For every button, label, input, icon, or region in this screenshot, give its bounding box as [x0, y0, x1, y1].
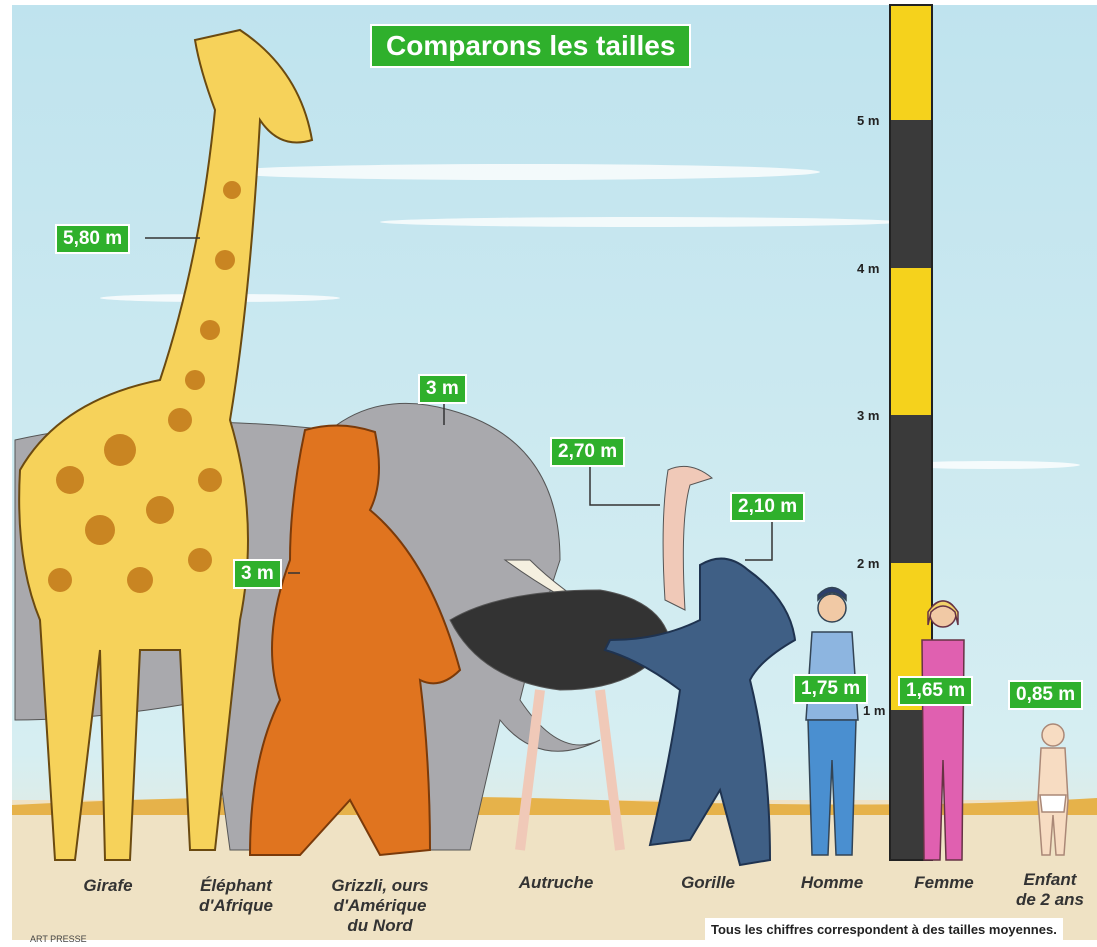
- name-line: de 2 ans: [980, 890, 1097, 910]
- name-line: Enfant: [980, 870, 1097, 890]
- height-label: 5,80 m: [55, 224, 130, 254]
- title: Comparons les tailles: [370, 24, 691, 68]
- name-line: d'Amérique: [310, 896, 450, 916]
- name-line: Éléphant: [166, 876, 306, 896]
- name-label: Gorille: [638, 873, 778, 893]
- illustration: [0, 0, 1097, 947]
- name-label: Autruche: [486, 873, 626, 893]
- ruler-tick: 4 m: [857, 261, 879, 276]
- ruler-tick: 1 m: [863, 703, 885, 718]
- name-line: Autruche: [486, 873, 626, 893]
- footnote: Tous les chiffres correspondent à des ta…: [705, 918, 1063, 941]
- ruler-tick: 3 m: [857, 408, 879, 423]
- height-label: 1,75 m: [793, 674, 868, 704]
- ruler-tick: 2 m: [857, 556, 879, 571]
- name-line: Gorille: [638, 873, 778, 893]
- height-label: 0,85 m: [1008, 680, 1083, 710]
- ruler-tick: 5 m: [857, 113, 879, 128]
- name-label: Girafe: [38, 876, 178, 896]
- height-label: 1,65 m: [898, 676, 973, 706]
- name-line: Girafe: [38, 876, 178, 896]
- infographic: Comparons les tailles 5 m 4 m 3 m 2 m 1 …: [0, 0, 1097, 947]
- height-label: 3 m: [418, 374, 467, 404]
- name-line: Grizzli, ours: [310, 876, 450, 896]
- height-label: 2,70 m: [550, 437, 625, 467]
- height-label: 3 m: [233, 559, 282, 589]
- height-label: 2,10 m: [730, 492, 805, 522]
- credit: ART PRESSE: [30, 934, 87, 944]
- name-line: d'Afrique: [166, 896, 306, 916]
- name-line: du Nord: [310, 916, 450, 936]
